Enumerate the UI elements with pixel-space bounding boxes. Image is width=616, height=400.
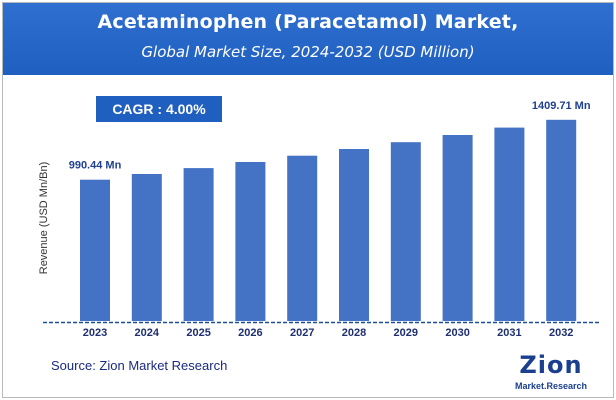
x-tick-label: 2031 (497, 327, 521, 339)
source-note: Source: Zion Market Research (51, 358, 228, 373)
bar-2030 (442, 135, 473, 321)
bar-2032 (546, 119, 577, 321)
bar-2025 (183, 168, 214, 321)
bar-2023 (80, 179, 110, 321)
x-tick-label: 2024 (135, 327, 160, 339)
logo-wordmark: Zion (509, 351, 593, 379)
x-tick-label: 2023 (83, 327, 107, 339)
bar-2029 (390, 142, 421, 321)
bar-2024 (131, 174, 162, 321)
zion-logo: Zion Market.Research (509, 351, 593, 397)
y-axis-label: Revenue (USD Mn/Bn) (38, 162, 50, 275)
x-tick-label: 2028 (342, 327, 366, 339)
chart-subtitle: Global Market Size, 2024-2032 (USD Milli… (141, 43, 475, 61)
bar-2031 (494, 127, 525, 321)
bar-chart: Revenue (USD Mn/Bn) 2023 2024 2025 2026 2027 2… (38, 100, 599, 339)
x-tick-label: 2025 (186, 327, 210, 339)
x-tick-label: 2029 (394, 327, 418, 339)
logo-word-text: Zion (519, 351, 583, 379)
bar-2027 (287, 155, 318, 321)
chart-header: Acetaminophen (Paracetamol) Market, Glob… (3, 3, 613, 75)
chart-title: Acetaminophen (Paracetamol) Market, (97, 11, 519, 33)
data-label: 1409.71 Mn (532, 100, 591, 112)
x-tick-label: 2032 (549, 327, 573, 339)
data-label: 990.44 Mn (69, 160, 122, 172)
bar-2028 (339, 149, 369, 321)
x-tick-label: 2030 (445, 327, 469, 339)
bar-2026 (235, 162, 266, 321)
x-tick-label: 2026 (238, 327, 262, 339)
x-tick-label: 2027 (290, 327, 314, 339)
cagr-badge: CAGR : 4.00% (96, 96, 222, 122)
logo-subtext: Market.Research (514, 381, 588, 391)
